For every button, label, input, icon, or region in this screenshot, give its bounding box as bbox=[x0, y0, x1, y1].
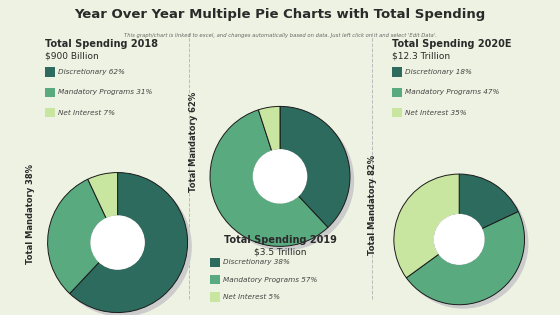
Text: $900 Billion: $900 Billion bbox=[45, 52, 99, 61]
Text: Total Spending 2019: Total Spending 2019 bbox=[223, 235, 337, 245]
Circle shape bbox=[435, 215, 484, 264]
Wedge shape bbox=[69, 173, 188, 312]
Text: Discretionary 38%: Discretionary 38% bbox=[223, 259, 290, 266]
Circle shape bbox=[91, 216, 144, 269]
Text: Net Interest 35%: Net Interest 35% bbox=[405, 110, 467, 116]
Text: Discretionary 62%: Discretionary 62% bbox=[58, 69, 125, 75]
Wedge shape bbox=[394, 174, 459, 278]
Text: This graph/chart is linked to excel, and changes automatically based on data. Ju: This graph/chart is linked to excel, and… bbox=[124, 33, 436, 38]
Wedge shape bbox=[214, 111, 354, 251]
Text: Total Mandatory 38%: Total Mandatory 38% bbox=[26, 164, 35, 264]
Wedge shape bbox=[258, 106, 280, 151]
Text: Mandatory Programs 47%: Mandatory Programs 47% bbox=[405, 89, 500, 95]
Wedge shape bbox=[48, 179, 106, 294]
Wedge shape bbox=[210, 110, 328, 246]
Text: Discretionary 18%: Discretionary 18% bbox=[405, 69, 472, 75]
Text: $3.5 Trillion: $3.5 Trillion bbox=[254, 247, 306, 256]
Text: Net Interest 7%: Net Interest 7% bbox=[58, 110, 115, 116]
Wedge shape bbox=[459, 174, 519, 229]
Text: $12.3 Trillion: $12.3 Trillion bbox=[392, 52, 450, 61]
Text: Year Over Year Multiple Pie Charts with Total Spending: Year Over Year Multiple Pie Charts with … bbox=[74, 8, 486, 21]
Circle shape bbox=[253, 150, 307, 203]
Wedge shape bbox=[88, 173, 118, 219]
Wedge shape bbox=[52, 177, 192, 315]
Text: Total Spending 2020E: Total Spending 2020E bbox=[392, 39, 511, 49]
Text: Net Interest 5%: Net Interest 5% bbox=[223, 294, 281, 300]
Text: Total Spending 2018: Total Spending 2018 bbox=[45, 39, 158, 49]
Text: Mandatory Programs 57%: Mandatory Programs 57% bbox=[223, 277, 318, 283]
Text: Total Mandatory 62%: Total Mandatory 62% bbox=[189, 92, 198, 192]
Text: Total Mandatory 82%: Total Mandatory 82% bbox=[368, 155, 377, 255]
Wedge shape bbox=[398, 178, 529, 309]
Wedge shape bbox=[280, 106, 350, 227]
Wedge shape bbox=[407, 212, 525, 305]
Text: Mandatory Programs 31%: Mandatory Programs 31% bbox=[58, 89, 153, 95]
